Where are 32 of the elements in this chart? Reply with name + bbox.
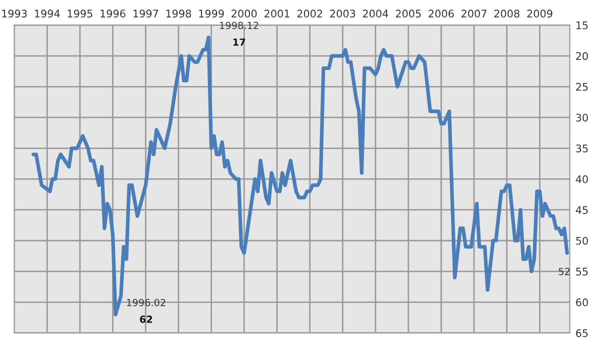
x-tick-label: 2003 (330, 10, 356, 18)
y-tick-label: 35 (576, 144, 588, 152)
x-tick-label: 2000 (232, 10, 257, 18)
y-tick-label: 50 (576, 236, 588, 245)
y-tick-label: 60 (576, 298, 588, 306)
x-tick-label: 1995 (68, 10, 92, 18)
annotation: 1998.12 17 (220, 22, 258, 46)
x-tick-label: 1999 (199, 10, 224, 18)
y-tick-label: 55 (576, 268, 588, 276)
x-tick-label: 1997 (134, 10, 158, 18)
x-tick-label: 2009 (527, 10, 552, 18)
x-tick-label: 2002 (297, 10, 322, 18)
x-tick-label: 2006 (428, 10, 454, 18)
x-tick-label: 2005 (396, 10, 421, 18)
y-tick-label: 30 (576, 114, 588, 122)
y-tick-label: 25 (576, 82, 588, 91)
x-tick-label: 1998 (166, 10, 192, 18)
y-tick-label: 40 (576, 175, 588, 184)
y-tick-label: 65 (576, 329, 588, 338)
annotation: 52 (558, 268, 570, 276)
line-series (32, 36, 569, 316)
x-tick-label: 1994 (35, 10, 60, 18)
y-tick-label: 45 (576, 206, 588, 214)
x-tick-label: 2007 (462, 10, 486, 18)
x-tick-label: 1993 (2, 10, 27, 18)
annotation: 1996.02 62 (127, 298, 166, 323)
x-tick-label: 2004 (362, 10, 388, 18)
x-tick-label: 1996 (100, 10, 126, 18)
y-tick-label: 20 (576, 52, 588, 60)
x-tick-label: 2008 (494, 10, 520, 18)
y-tick-label: 15 (576, 21, 588, 30)
x-tick-label: 2001 (264, 10, 290, 18)
